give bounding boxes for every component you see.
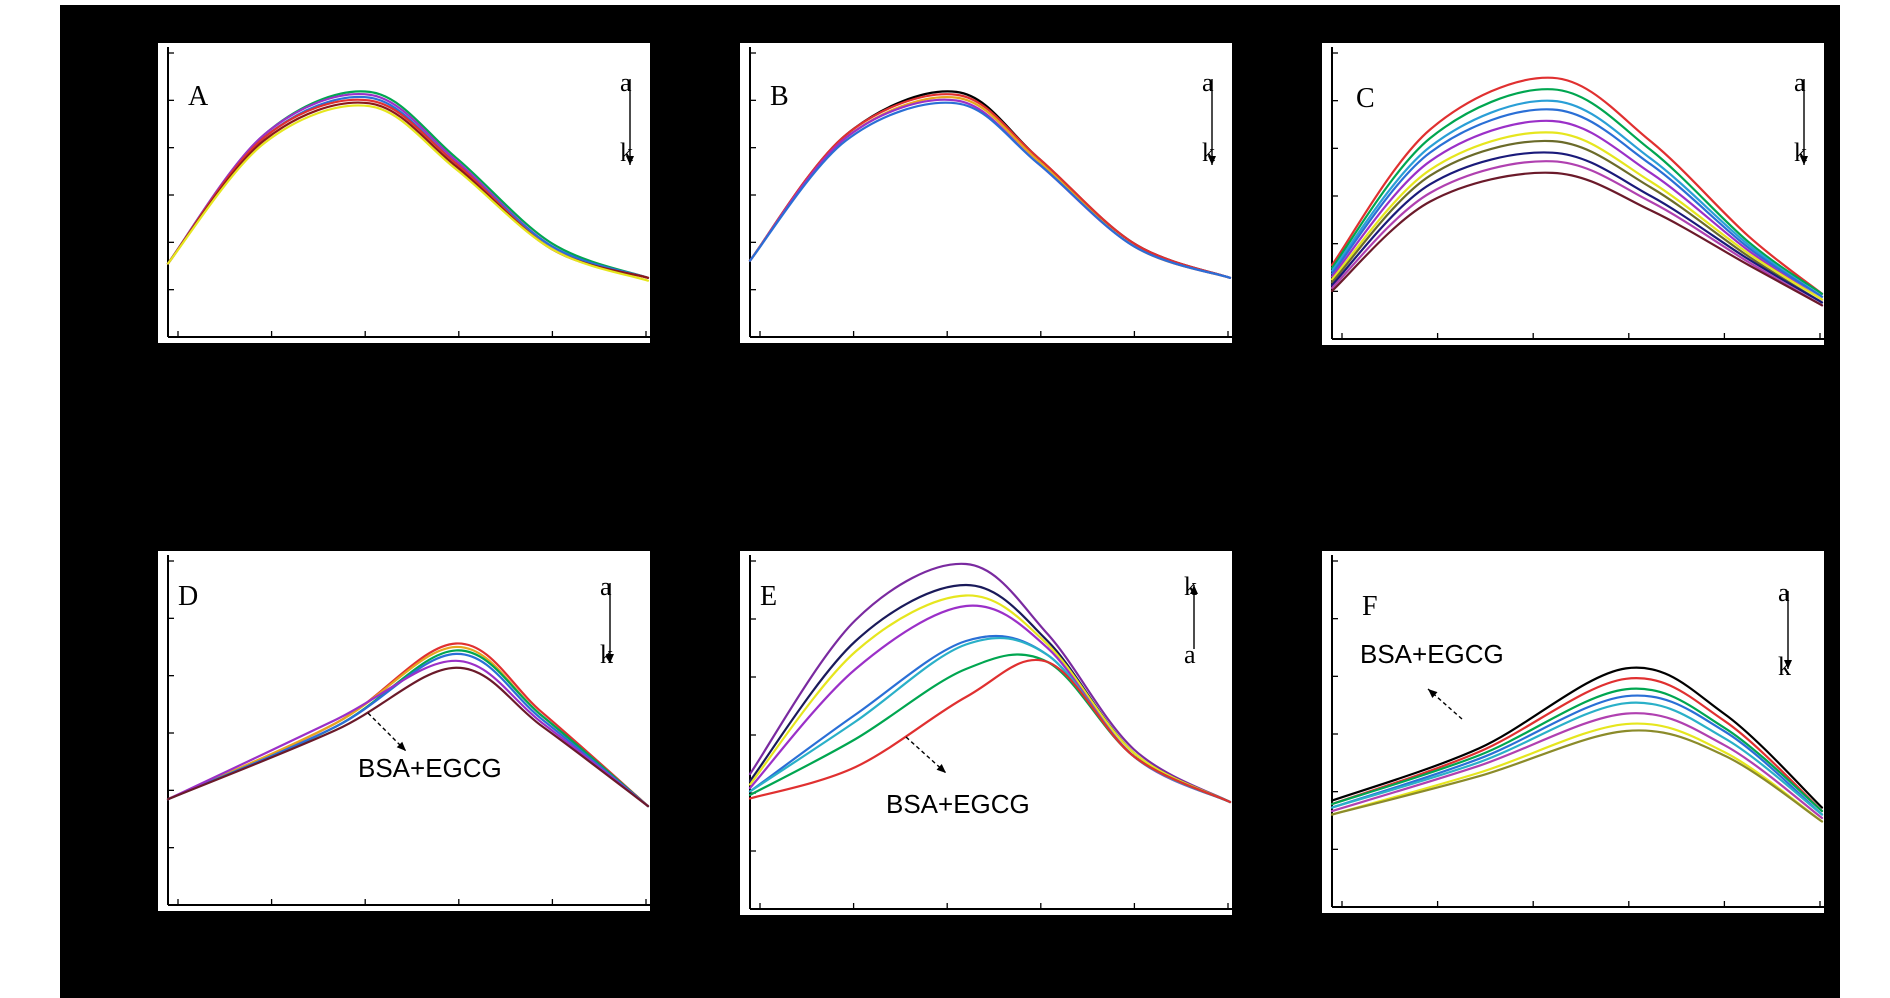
series-range-bottom-label: k	[1202, 138, 1215, 167]
series-line	[1330, 139, 1824, 304]
series-line	[1330, 694, 1824, 816]
series-order-arrowhead	[626, 156, 634, 165]
plot-area	[740, 551, 1232, 915]
plot-area	[158, 551, 650, 911]
panel-label: A	[188, 81, 209, 112]
series-line	[748, 101, 1232, 279]
series-line	[1330, 729, 1824, 823]
annotation-arrowhead	[936, 763, 946, 773]
series-line	[748, 562, 1232, 804]
series-line	[166, 659, 650, 808]
annotation-arrowhead	[1428, 689, 1438, 699]
series-line	[1330, 666, 1824, 809]
series-line	[1330, 171, 1824, 307]
panel-label: F	[1362, 591, 1378, 622]
plot-area	[1322, 43, 1824, 345]
series-line	[1330, 131, 1824, 301]
series-line	[1330, 160, 1824, 307]
series-order-arrowhead	[606, 654, 614, 663]
series-range-top-label: a	[600, 572, 612, 601]
series-line	[748, 658, 1232, 804]
series-range-bottom-label: a	[1184, 640, 1196, 669]
series-range-bottom-label: k	[1794, 138, 1807, 167]
plot-area	[1322, 551, 1824, 913]
series-line	[1330, 151, 1824, 304]
series-range-top-label: a	[620, 68, 632, 97]
series-range-bottom-label: k	[620, 138, 633, 167]
series-line	[1330, 677, 1824, 813]
annotation-arrowhead	[396, 741, 406, 751]
annotation-label: BSA+EGCG	[358, 753, 502, 783]
series-range-top-label: a	[1202, 68, 1214, 97]
series-line	[1330, 701, 1824, 816]
plot-area	[740, 43, 1232, 343]
series-range-top-label: a	[1778, 578, 1790, 607]
annotation-label: BSA+EGCG	[1360, 639, 1504, 669]
annotation-label: BSA+EGCG	[886, 789, 1030, 819]
series-line	[1330, 722, 1824, 823]
series-line	[1330, 99, 1824, 298]
series-line	[1330, 88, 1824, 295]
plot-svg-c: Ca k	[1322, 43, 1824, 345]
series-line	[1330, 687, 1824, 813]
panel-label: B	[770, 81, 789, 112]
panel-label: D	[178, 581, 198, 612]
series-order-arrowhead	[1784, 660, 1792, 669]
series-order-arrowhead	[1208, 156, 1216, 165]
series-line	[166, 666, 650, 808]
series-line	[166, 652, 650, 808]
series-line	[748, 93, 1232, 279]
panel-label: E	[760, 581, 777, 612]
panel-label: C	[1356, 83, 1375, 114]
series-line	[748, 594, 1232, 804]
series-line	[1330, 76, 1824, 295]
series-line	[1330, 712, 1824, 820]
series-order-arrowhead	[1800, 156, 1808, 165]
series-line	[1330, 108, 1824, 298]
plot-area	[158, 43, 650, 343]
series-range-top-label: k	[1184, 572, 1197, 601]
series-order-arrowhead	[1190, 585, 1198, 594]
series-line	[1330, 119, 1824, 301]
series-line	[166, 104, 650, 282]
series-range-top-label: a	[1794, 68, 1806, 97]
